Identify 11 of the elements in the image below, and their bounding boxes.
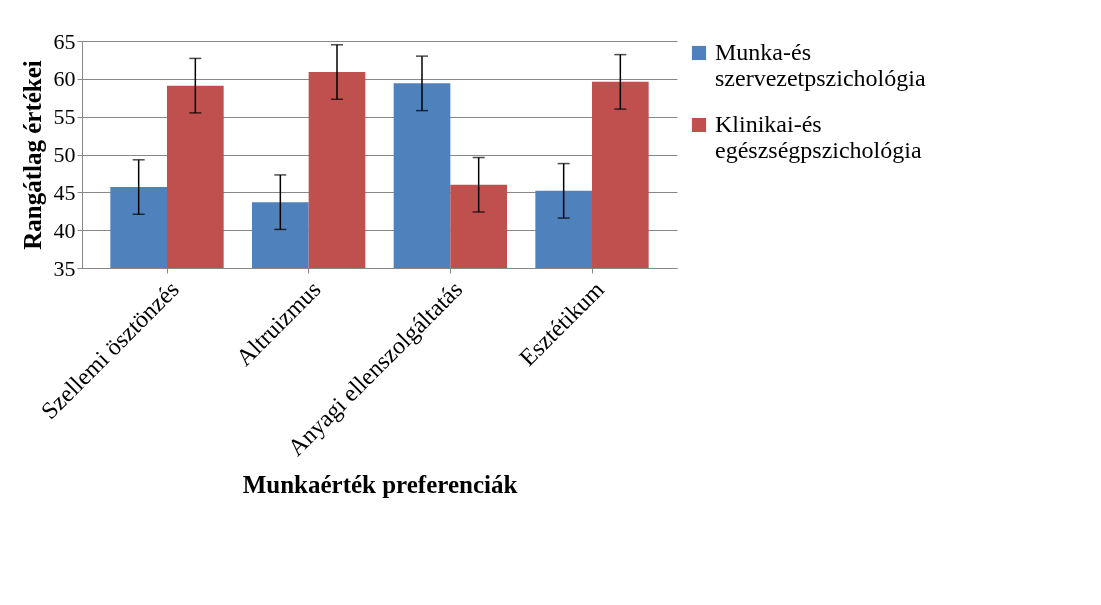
- y-tick-label: 40: [53, 217, 76, 243]
- y-axis-title: Rangátlag értékei: [18, 60, 46, 250]
- y-tick-label: 55: [53, 104, 76, 130]
- legend-label: Munka-és szervezetpszichológia: [715, 39, 926, 91]
- y-tick-label: 35: [53, 255, 76, 281]
- legend-label: Klinikai-és egészségpszichológia: [715, 111, 922, 163]
- x-axis-title: Munkaérték preferenciák: [242, 470, 518, 498]
- y-tick-label: 65: [53, 28, 76, 54]
- y-tick-label: 45: [53, 179, 76, 205]
- y-tick-label: 60: [53, 66, 76, 92]
- y-tick-label: 50: [53, 142, 76, 167]
